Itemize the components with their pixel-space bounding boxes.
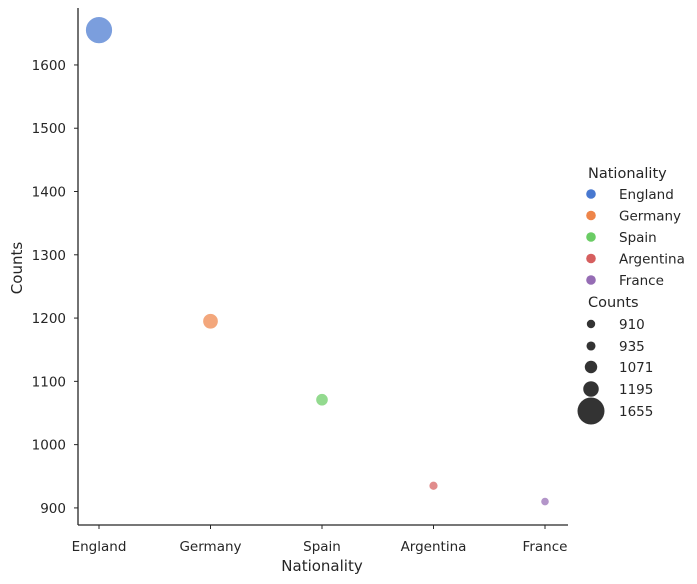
legend-size-marker — [584, 360, 598, 374]
x-tick-label: Germany — [179, 539, 241, 555]
legend-marker-argentina — [586, 253, 596, 264]
legend-title-counts: Counts — [588, 295, 639, 311]
x-tick-label: France — [523, 539, 568, 555]
y-tick-label: 900 — [40, 501, 66, 517]
legend-size-label: 1071 — [619, 360, 653, 376]
legend-label: England — [619, 187, 674, 203]
legend-size-label: 1195 — [619, 382, 653, 398]
legend-label: France — [619, 273, 664, 289]
data-point-england — [85, 16, 113, 45]
legend-label: Argentina — [619, 252, 685, 268]
legend-size-marker — [586, 319, 596, 329]
y-tick-label: 1600 — [32, 58, 66, 74]
x-tick-label: Spain — [303, 539, 341, 555]
legend-size-marker — [577, 397, 605, 425]
y-tick-label: 1200 — [32, 311, 66, 327]
y-tick-label: 1100 — [32, 374, 66, 390]
y-tick-label: 1500 — [32, 121, 66, 137]
x-tick-label: England — [72, 539, 127, 555]
data-point-spain — [315, 393, 329, 407]
legend-size-label: 935 — [619, 339, 645, 355]
legend-label: Spain — [619, 230, 657, 246]
legend-marker-germany — [586, 210, 596, 221]
legend-marker-france — [586, 275, 596, 285]
y-tick-label: 1400 — [32, 185, 66, 201]
legend-title-nationality: Nationality — [588, 166, 667, 182]
y-ticks: 900 1000 1100 1200 1300 1400 1500 1600 — [32, 58, 78, 517]
legend-marker-england — [586, 189, 596, 199]
legend-label: Germany — [619, 209, 681, 225]
y-axis-label: Counts — [8, 242, 26, 295]
data-point-france — [540, 496, 550, 507]
legend-size-marker — [583, 381, 599, 397]
x-ticks: England Germany Spain Argentina France — [72, 525, 568, 555]
legend-size-marker — [586, 341, 596, 351]
x-tick-label: Argentina — [401, 539, 467, 555]
legend: Nationality England Germany Spain Argentina F… — [577, 166, 685, 425]
x-axis-label: Nationality — [281, 557, 363, 575]
data-point-argentina — [428, 480, 439, 491]
plot-points — [85, 16, 550, 507]
y-tick-label: 1300 — [32, 248, 66, 264]
legend-size-label: 910 — [619, 317, 645, 333]
data-point-germany — [202, 313, 219, 330]
legend-size-label: 1655 — [619, 404, 653, 420]
legend-marker-spain — [586, 232, 596, 242]
y-tick-label: 1000 — [32, 438, 66, 454]
